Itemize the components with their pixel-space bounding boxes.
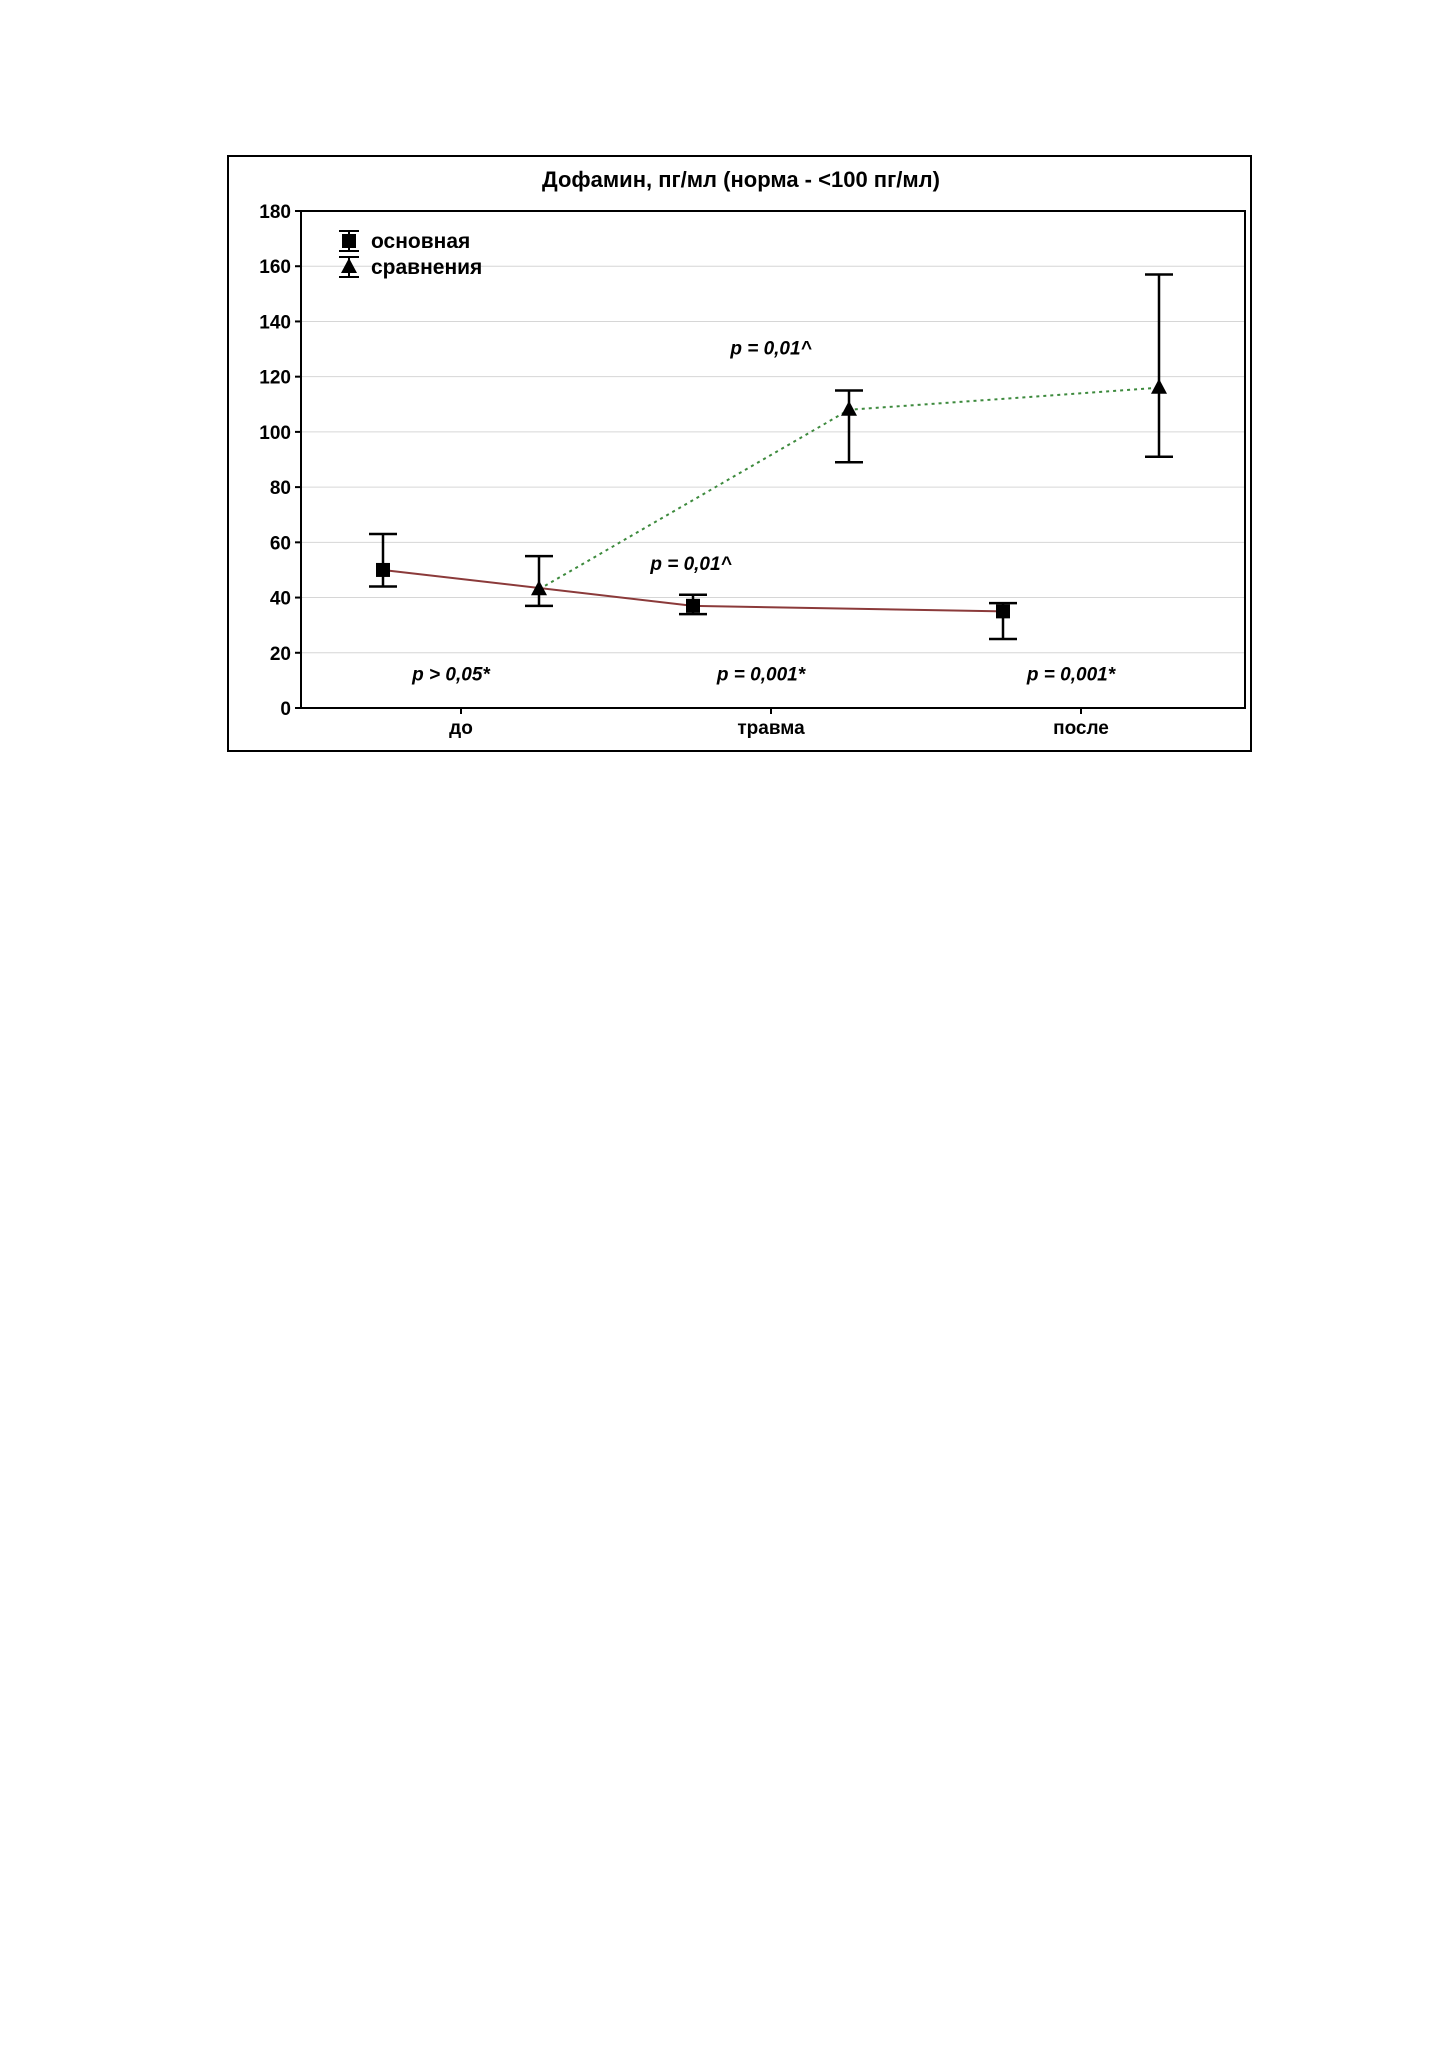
- y-tick-label: 0: [280, 699, 291, 720]
- p-value-annotation: p = 0,01^: [649, 554, 732, 575]
- legend-item: основная: [339, 230, 470, 253]
- p-value-annotation: p > 0,05*: [411, 664, 491, 685]
- data-point: [686, 598, 700, 613]
- x-axis-ticks: до травма после: [449, 708, 1109, 739]
- y-tick-label: 40: [270, 589, 291, 610]
- series-layer: [369, 273, 1173, 641]
- p-value-annotation: p = 0,001*: [1026, 664, 1117, 685]
- data-point: [996, 604, 1010, 619]
- legend-marker: [341, 258, 357, 273]
- x-tick-label: до: [449, 718, 473, 739]
- y-tick-label: 160: [259, 257, 291, 278]
- y-tick-label: 140: [259, 312, 291, 333]
- p-value-annotation: p = 0,001*: [716, 664, 807, 685]
- chart-frame: Дофамин, пг/мл (норма - <100 пг/мл) 0 20 4…: [227, 155, 1252, 752]
- data-point: [1151, 378, 1167, 394]
- annotation-layer: p > 0,05* p = 0,01^ p = 0,01^ p = 0,001* p =…: [411, 339, 1117, 686]
- x-tick-label: после: [1053, 718, 1109, 739]
- y-tick-label: 20: [270, 644, 291, 665]
- data-point: [376, 562, 390, 577]
- series-2: [525, 273, 1173, 608]
- legend-item: сравнения: [339, 256, 482, 279]
- chart-svg: Дофамин, пг/мл (норма - <100 пг/мл) 0 20 4…: [259, 167, 1246, 739]
- grid-layer: [301, 265, 1245, 654]
- series-1: [369, 532, 1017, 641]
- chart-title: Дофамин, пг/мл (норма - <100 пг/мл): [542, 167, 940, 192]
- data-point: [841, 400, 857, 416]
- legend: основная сравнения: [339, 230, 482, 279]
- x-tick-label: травма: [737, 718, 805, 739]
- data-point: [531, 580, 547, 596]
- plot-area: [300, 210, 1246, 709]
- y-tick-label: 80: [270, 478, 291, 499]
- y-axis-ticks: 0 20 40 60 80 100 120 140 160 180: [259, 202, 301, 720]
- y-tick-label: 60: [270, 533, 291, 554]
- y-tick-label: 120: [259, 368, 291, 389]
- y-tick-label: 180: [259, 202, 291, 223]
- legend-marker: [342, 234, 356, 248]
- p-value-annotation: p = 0,01^: [729, 339, 812, 360]
- y-tick-label: 100: [259, 423, 291, 444]
- legend-label: основная: [371, 230, 470, 253]
- legend-label: сравнения: [371, 256, 482, 279]
